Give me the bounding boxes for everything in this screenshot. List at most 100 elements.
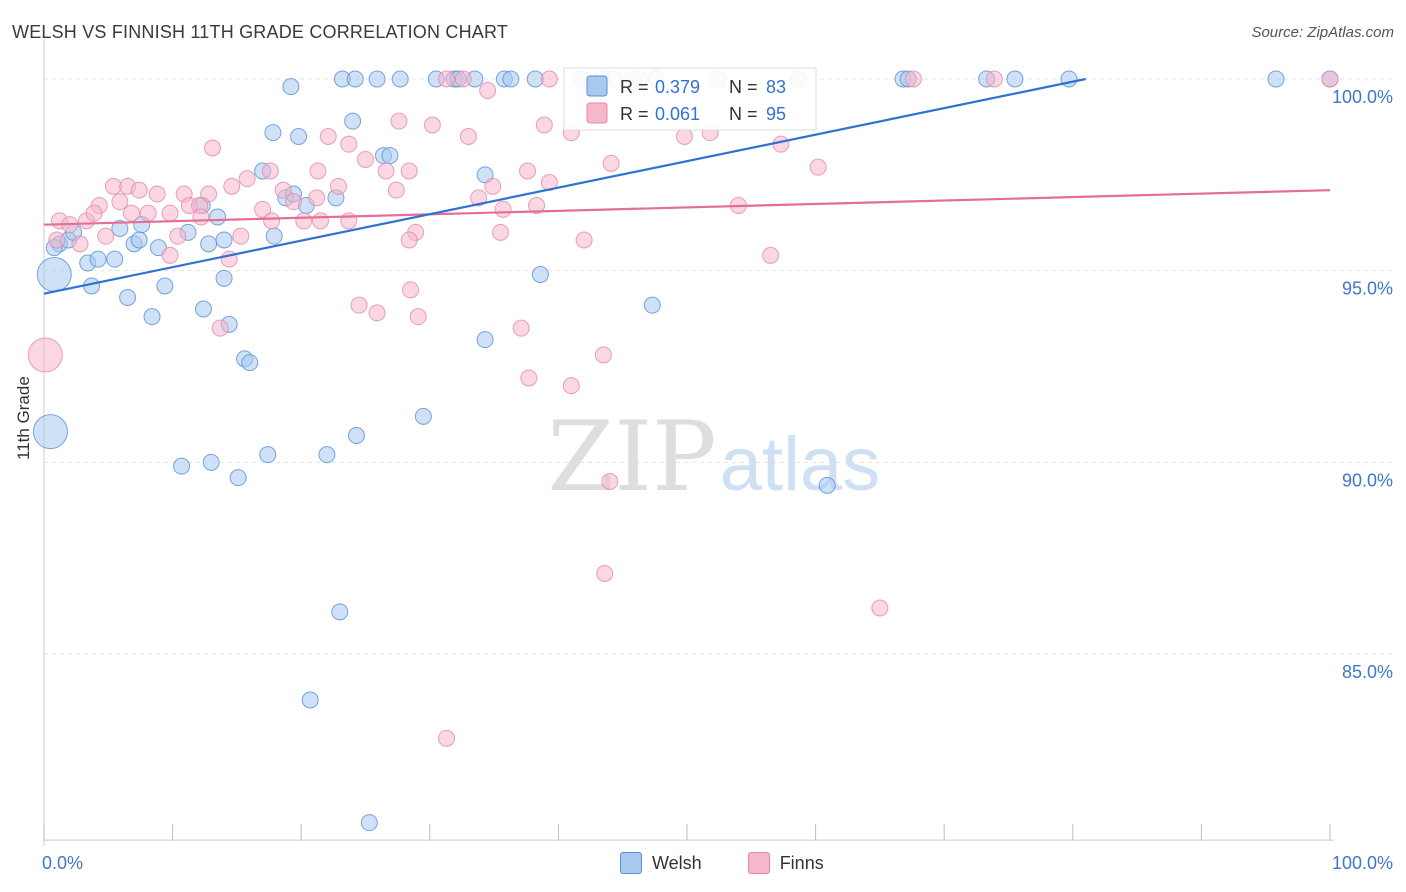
finns-point-83	[594, 346, 612, 364]
welsh-point-80	[360, 814, 378, 832]
welsh-point-66	[476, 331, 494, 349]
finns-point-23	[309, 162, 327, 180]
legend-finns-swatch	[586, 102, 608, 124]
legend-finns-r-value: 0.061	[655, 104, 700, 124]
finns-point-15	[772, 135, 790, 153]
welsh-point-53	[215, 231, 233, 249]
finns-point-79	[409, 308, 427, 326]
welsh-point-78	[331, 603, 349, 621]
x-tick-label-100: 100.0%	[1332, 853, 1393, 873]
welsh-point-49	[130, 231, 148, 249]
finns-point-78	[368, 304, 386, 322]
welsh-point-60	[215, 269, 233, 287]
trend-lines	[43, 77, 1331, 295]
finns-point-67	[71, 235, 89, 253]
finns-point-25	[602, 154, 620, 172]
finns-point-7	[1321, 70, 1339, 88]
welsh-point-22	[1006, 70, 1024, 88]
welsh-point-44	[89, 250, 107, 268]
finns-point-20	[357, 151, 374, 168]
welsh-point-58	[119, 289, 137, 306]
finns-point-43	[470, 189, 488, 207]
finns-point-72	[575, 231, 593, 249]
finns-point-51	[340, 212, 358, 230]
finns-point-70	[232, 227, 250, 245]
legend-item-finns[interactable]: Finns	[747, 852, 824, 874]
finns-point-27	[261, 162, 279, 180]
finns-point-77	[350, 296, 368, 314]
welsh-point-39	[209, 208, 227, 226]
finns-point-52	[494, 200, 512, 218]
welsh-point-73	[202, 453, 220, 471]
finns-point-13	[675, 128, 693, 145]
finns-point-37	[148, 185, 166, 203]
y-tick-label-85: 85.0%	[1342, 662, 1393, 682]
finns-point-29	[223, 177, 241, 195]
finns-point-30	[329, 177, 347, 195]
finns-point-87	[596, 565, 614, 582]
y-tick-label-100: 100.0%	[1332, 87, 1393, 107]
legend-welsh-r-label: R =	[620, 77, 649, 97]
finns-point-73	[161, 246, 179, 264]
legend-finns-swatch-bottom	[747, 852, 770, 874]
finns-point-89	[438, 729, 456, 747]
finns-point-59	[161, 204, 179, 222]
finns-point-32	[484, 177, 502, 195]
finns-point-26	[809, 158, 827, 176]
finns-point-56	[85, 204, 103, 222]
welsh-point-27	[344, 112, 362, 130]
welsh-point-69	[414, 407, 432, 425]
finns-point-82	[27, 337, 63, 373]
y-tick-label-95: 95.0%	[1342, 279, 1393, 299]
finns-point-31	[387, 181, 405, 199]
watermark-atlas: atlas	[720, 422, 881, 507]
welsh-point-10	[502, 70, 520, 88]
welsh-point-54	[265, 227, 283, 245]
finns-point-16	[319, 128, 337, 145]
welsh-point-76	[318, 446, 336, 464]
finns-point-36	[130, 181, 148, 199]
welsh-point-46	[111, 220, 129, 237]
finns-point-9	[390, 112, 408, 130]
welsh-point-4	[391, 70, 409, 88]
finns-point-5	[904, 70, 922, 88]
welsh-point-65	[643, 296, 661, 314]
welsh-point-56	[36, 257, 72, 292]
finns-point-71	[400, 231, 418, 249]
finns-point-34	[104, 177, 122, 195]
watermark-zip: ZIP	[547, 401, 716, 513]
welsh-point-77	[818, 476, 836, 494]
welsh-point-28	[264, 124, 282, 142]
welsh-point-24	[1267, 70, 1285, 88]
finns-point-75	[762, 246, 780, 264]
finns-point-24	[519, 162, 537, 180]
finns-point-88	[871, 599, 889, 617]
finns-point-69	[169, 227, 187, 245]
legend-finns-n-label: N =	[729, 104, 758, 124]
welsh-point-74	[229, 469, 247, 487]
welsh-point-52	[200, 235, 218, 253]
finns-point-44	[528, 197, 546, 214]
welsh-point-31	[381, 147, 399, 165]
legend-item-welsh[interactable]: Welsh	[620, 852, 702, 874]
finns-point-50	[254, 200, 272, 218]
legend-welsh-swatch	[586, 75, 608, 97]
finns-point-10	[423, 116, 441, 134]
welsh-point-61	[194, 300, 212, 318]
finns-point-1	[454, 70, 472, 88]
welsh-point-75	[259, 446, 277, 464]
finns-point-2	[540, 70, 558, 88]
welsh-trend-line	[43, 77, 1086, 295]
welsh-point-79	[301, 691, 319, 709]
x-tick-label-0: 0.0%	[42, 853, 83, 873]
finns-point-57	[122, 204, 140, 222]
finns-point-6	[985, 70, 1003, 88]
legend-welsh-r-value: 0.379	[655, 77, 700, 97]
finns-point-39	[200, 185, 218, 203]
finns-point-61	[263, 212, 281, 230]
welsh-point-62	[143, 308, 161, 326]
legend-top: R = 0.379 N = 83 R = 0.061 N = 95	[563, 67, 817, 131]
legend-welsh-swatch-bottom	[620, 852, 642, 874]
welsh-point-71	[347, 427, 365, 444]
legend-finns-label: Finns	[779, 852, 824, 873]
